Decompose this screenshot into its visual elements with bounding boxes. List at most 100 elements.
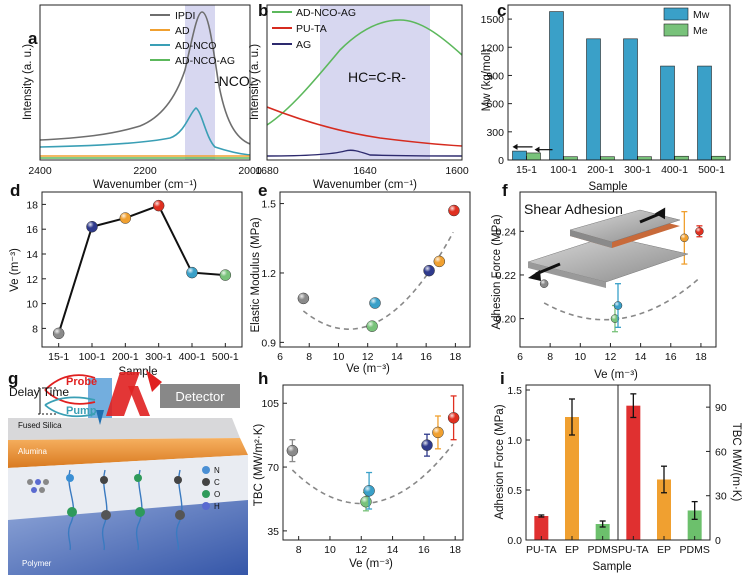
- x-tick-label: 12: [605, 351, 617, 363]
- y-tick-label: 0.20: [496, 314, 517, 326]
- x-tick-label: PU-TA: [526, 544, 557, 556]
- atom-h: H: [214, 502, 220, 511]
- data-point-shine: [363, 485, 375, 497]
- legend-me: Me: [693, 25, 708, 37]
- y-tick-label: 105: [261, 398, 279, 410]
- panel-i-ylabel-left: Adhesion Force (MPa): [494, 404, 506, 519]
- y-tick-label: 14: [26, 249, 38, 261]
- data-point-shine: [86, 221, 98, 233]
- atom-legend: N C O H: [202, 466, 220, 511]
- fit-curve: [543, 278, 700, 321]
- panel-b-xtick: 1680: [255, 165, 279, 177]
- panel-c-legend: Mw Me: [663, 7, 710, 37]
- panel-c-ylabel: Mw (kg/mol): [481, 49, 493, 112]
- plot-frame: [41, 191, 243, 348]
- panel-h-ylabel: TBC (MW/m²·K): [253, 424, 265, 507]
- x-tick-label: 300-1: [624, 164, 651, 176]
- legend-ad-nco-ag: AD-NCO-AG: [296, 7, 356, 19]
- arrow-head: [534, 146, 540, 153]
- data-point-shine: [369, 297, 381, 309]
- panel-f-ylabel: Adhesion Force (MPa): [491, 214, 503, 329]
- y-tick-label: 1.2: [261, 268, 276, 280]
- y-tick-label: 1.0: [507, 435, 522, 447]
- panel-e: e 6 8 10 12 14 16 18 0.9 1.2 1.5 Ve (m⁻³) Elastic…: [250, 181, 471, 375]
- legend-ag: AG: [296, 39, 311, 51]
- panel-h: h 8 10 12 14 16 18 35 70 105 Ve (m⁻³) TBC (MW/m²…: [253, 369, 464, 570]
- y-tick-label: 1200: [481, 42, 505, 54]
- polymer-layer: [8, 500, 248, 575]
- bar: [657, 479, 671, 540]
- y-tick-label: 90: [715, 402, 727, 414]
- panel-d-letter: d: [10, 181, 20, 200]
- x-tick-label: 16: [665, 351, 677, 363]
- panel-a-legend: IPDI AD AD-NCO AD-NCO-AG: [150, 10, 235, 67]
- panel-b-xlabel: Wavenumber (cm⁻¹): [313, 179, 417, 191]
- data-point-shine: [448, 205, 460, 217]
- x-tick-label: 300-1: [145, 351, 172, 363]
- bar-mw: [549, 11, 564, 161]
- y-tick-label: 60: [715, 446, 727, 458]
- y-tick-label: 70: [267, 462, 279, 474]
- shear-adhesion-title: Shear Adhesion: [524, 201, 623, 217]
- atom-c: C: [214, 478, 220, 487]
- x-tick-label: 12: [355, 544, 367, 556]
- bar-mw: [586, 38, 601, 161]
- panel-h-letter: h: [258, 369, 268, 388]
- y-tick-label: 300: [486, 127, 504, 139]
- y-tick-label: 30: [715, 491, 727, 503]
- detector-box: [160, 384, 240, 408]
- x-tick-label: 10: [324, 544, 336, 556]
- x-tick-label: EP: [565, 544, 579, 556]
- x-tick-label: 10: [333, 351, 345, 363]
- nco-annotation: -NCO: [214, 73, 250, 89]
- x-tick-label: 14: [391, 351, 403, 363]
- data-point-shine: [695, 227, 704, 236]
- panel-b-ylabel: Intensity (a. u.): [249, 44, 261, 120]
- panel-i-letter: i: [500, 369, 505, 388]
- data-point-shine: [366, 320, 378, 332]
- plot-frame: [519, 191, 717, 348]
- legend-pu-ta: PU-TA: [296, 23, 327, 35]
- layer-label: Alumina: [18, 447, 47, 456]
- legend-ad-nco: AD-NCO: [175, 40, 216, 52]
- data-point-shine: [360, 496, 372, 508]
- probe-beam-in: [106, 372, 140, 416]
- data-point-shine: [421, 439, 433, 451]
- panel-a-ylabel: Intensity (a. u.): [22, 44, 34, 120]
- ipdi-spectrum: [39, 11, 251, 145]
- data-point-shine: [680, 233, 689, 242]
- pump-pulse: [44, 396, 96, 406]
- pump-beam: [88, 378, 112, 418]
- panel-g-letter: g: [8, 369, 18, 388]
- y-tick-label: 18: [26, 199, 38, 211]
- x-tick-label: 15-1: [48, 351, 69, 363]
- panel-f-xlabel: Ve (m⁻³): [594, 369, 638, 381]
- panel-f: f 6 8 10 12 14 16 18 0.20 0.22 0.24 Shear Adhesio…: [491, 181, 717, 381]
- probe-beam-out: [128, 386, 150, 416]
- x-tick-label: 10: [574, 351, 586, 363]
- legend-ad-nco-ag: AD-NCO-AG: [175, 55, 235, 67]
- x-tick-label: 100-1: [550, 164, 577, 176]
- bar-me: [674, 155, 689, 161]
- x-tick-label: 8: [296, 544, 302, 556]
- panel-g: g Fused Silica Alumina Polymer N C O: [8, 369, 248, 575]
- y-tick-label: 1500: [481, 14, 505, 26]
- panel-d: d 15-1 100-1 200-1 300-1 400-1 500-1 8 10 12 14 16…: [9, 181, 243, 378]
- y-tick-label: 900: [486, 70, 504, 82]
- atom-n: N: [214, 466, 220, 475]
- y-tick-label: 35: [267, 526, 279, 538]
- panel-c-letter: c: [497, 1, 506, 20]
- panel-e-ylabel: Elastic Modulus (MPa): [250, 217, 262, 332]
- x-tick-label: PDMS: [587, 544, 617, 556]
- band-highlight: [320, 5, 430, 160]
- bar-mw: [512, 150, 527, 161]
- probe-pulse: [44, 374, 96, 391]
- data-point-shine: [297, 292, 309, 304]
- panel-h-xlabel: Ve (m⁻³): [349, 558, 393, 570]
- panel-a-xlabel: Wavenumber (cm⁻¹): [93, 179, 197, 191]
- x-tick-label: 400-1: [661, 164, 688, 176]
- y-tick-label: 1.5: [261, 199, 276, 211]
- y-tick-label: 16: [26, 224, 38, 236]
- plot-frame: [617, 384, 711, 541]
